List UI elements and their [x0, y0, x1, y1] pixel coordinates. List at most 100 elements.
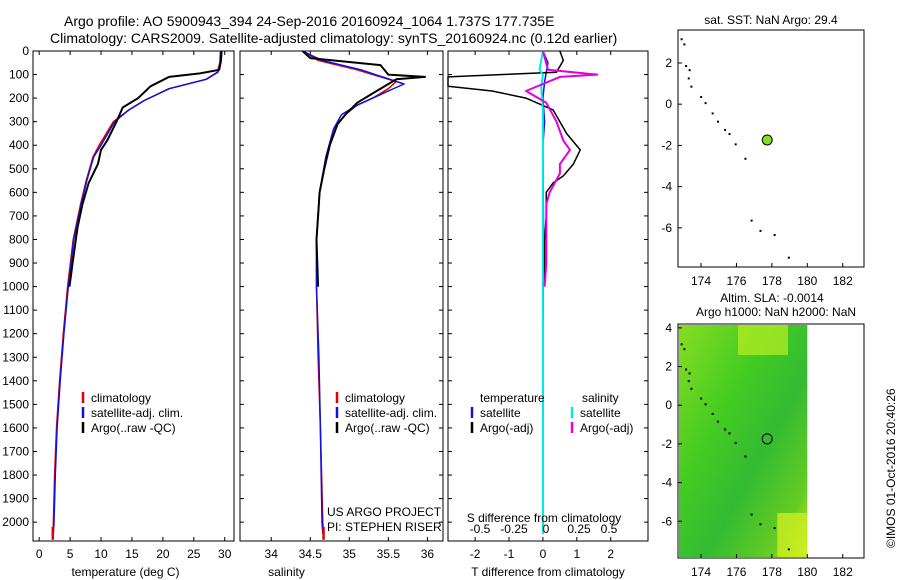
- argo-float-marker: [761, 134, 773, 146]
- sla_map-island: [683, 348, 686, 351]
- sla_map-ytick-label: 0: [665, 398, 672, 412]
- difference-xtick-label: 2: [607, 547, 614, 561]
- sla_map-ytick-label: 2: [665, 360, 672, 374]
- salinity-xlabel: salinity: [268, 565, 305, 579]
- sla_map-island: [773, 527, 776, 530]
- sla_map-ytick-label: -2: [661, 437, 672, 451]
- title-line-2: Climatology: CARS2009. Satellite-adjuste…: [50, 30, 618, 46]
- depth-tick-label: 700: [9, 209, 29, 223]
- depth-tick-label: 100: [9, 68, 29, 82]
- sst_map-island: [683, 43, 686, 46]
- s-diff-tick-label: -0.5: [470, 522, 491, 536]
- sla_map-xtick-label: 176: [726, 565, 746, 579]
- project-annotation: PI: STEPHEN RISER: [327, 520, 442, 534]
- sla_map-island: [716, 420, 719, 423]
- project-annotation: US ARGO PROJECT: [327, 505, 442, 519]
- salinity-series-satellite-adj-clim-: [302, 50, 405, 534]
- sst_map-island: [690, 85, 693, 88]
- sst_map-island: [685, 65, 688, 68]
- sla-map-title-2: Argo h1000: NaN h2000: NaN: [696, 305, 856, 319]
- sla-field-patch: [738, 325, 788, 355]
- depth-tick-label: 1300: [2, 350, 29, 364]
- sst_map-xtick-label: 182: [833, 274, 853, 288]
- salinity-frame: [239, 50, 444, 542]
- s-diff-tick-label: -0.25: [500, 522, 528, 536]
- sst-map-title: sat. SST: NaN Argo: 29.4: [704, 13, 838, 27]
- depth-tick-label: 200: [9, 91, 29, 105]
- argo-float-marker: [761, 433, 773, 445]
- depth-tick-label: 300: [9, 115, 29, 129]
- sst_map-island: [687, 77, 690, 80]
- salinity-legend-label: climatology: [345, 391, 405, 405]
- temperature-frame: [32, 50, 235, 542]
- sla_map-island: [680, 343, 683, 346]
- title-line-1: Argo profile: AO 5900943_394 24-Sep-2016…: [64, 13, 555, 29]
- sla_map-xtick-label: 174: [691, 565, 711, 579]
- salinity-legend-label: satellite-adj. clim.: [345, 406, 437, 420]
- sla-map-title-1: Altim. SLA: -0.0014: [720, 291, 824, 305]
- sst_map-xtick-label: 176: [726, 274, 746, 288]
- temperature-xtick-label: 20: [156, 547, 170, 561]
- sst_map-island: [724, 128, 727, 131]
- temperature-series-argo-raw-qc-: [68, 50, 223, 287]
- sla_map-island: [690, 387, 693, 390]
- depth-tick-label: 900: [9, 256, 29, 270]
- sla_map-xtick-label: 180: [797, 565, 817, 579]
- t-legend-label: satellite: [480, 406, 521, 420]
- sst_map-ytick-label: -2: [661, 138, 672, 152]
- depth-tick-label: 1900: [2, 492, 29, 506]
- sla_map-ytick-label: -4: [661, 476, 672, 490]
- sst_map-ytick-label: -6: [661, 221, 672, 235]
- sla_map-island: [750, 513, 753, 516]
- sst_map-island: [744, 157, 747, 160]
- sst_map-island: [759, 229, 762, 232]
- temperature-profile-plot: 0 5 10 15 20 25 300100200300400500600700800900…: [2, 44, 235, 579]
- difference-xtick-label: -1: [504, 547, 515, 561]
- sla_map-island: [759, 523, 762, 526]
- s-legend-header: salinity: [582, 391, 619, 405]
- depth-tick-label: 1000: [2, 280, 29, 294]
- difference-xlabel: T difference from climatology: [471, 565, 625, 579]
- temperature-xtick-label: 25: [187, 547, 201, 561]
- temperature-xtick-label: 10: [94, 547, 108, 561]
- sst_map-frame: [677, 29, 865, 268]
- salinity-legend-label: Argo(..raw -QC): [345, 421, 430, 435]
- sst_map-island: [750, 219, 753, 222]
- sst_map-island: [680, 38, 683, 41]
- sla_map-island: [744, 455, 747, 458]
- sla_map-island: [711, 412, 714, 415]
- salinity-xtick-label: 36: [421, 547, 435, 561]
- salinity-xtick-label: 34: [265, 547, 279, 561]
- difference-series-t-argo-adj-: [447, 50, 581, 287]
- t-legend-label: Argo(-adj): [480, 421, 533, 435]
- depth-tick-label: 400: [9, 138, 29, 152]
- sla_map-xtick-label: 182: [833, 565, 853, 579]
- depth-tick-label: 0: [22, 44, 29, 58]
- temperature-xtick-label: 0: [36, 547, 43, 561]
- s-legend-label: Argo(-adj): [580, 421, 633, 435]
- s-diff-tick-label: 0: [543, 522, 550, 536]
- depth-tick-label: 1400: [2, 374, 29, 388]
- sla_map-island: [687, 380, 690, 383]
- sla_map-ytick-label: 4: [665, 321, 672, 335]
- sst_map-xtick-label: 178: [762, 274, 782, 288]
- sst_map-ytick-label: -4: [661, 180, 672, 194]
- depth-tick-label: 500: [9, 162, 29, 176]
- depth-tick-label: 1800: [2, 468, 29, 482]
- temperature-xtick-label: 30: [218, 547, 232, 561]
- sst_map-island: [700, 95, 703, 98]
- s-legend-label: satellite: [580, 406, 621, 420]
- difference-xtick-label: -2: [470, 547, 481, 561]
- salinity-profile-plot: 34 34.5 35 35.5 36 salinity climatologysatelli…: [239, 50, 444, 579]
- temperature-xtick-label: 5: [67, 547, 74, 561]
- depth-tick-label: 2000: [2, 515, 29, 529]
- temperature-legend-label: satellite-adj. clim.: [91, 406, 183, 420]
- difference-xtick-label: 0: [540, 547, 547, 561]
- sst_map-xtick-label: 180: [797, 274, 817, 288]
- difference-series-s-satellite: [538, 50, 544, 534]
- t-legend-header: temperature: [480, 391, 545, 405]
- salinity-series-argo-raw-qc-: [301, 50, 426, 287]
- sla_map-island: [685, 368, 688, 371]
- temperature-legend-label: climatology: [91, 391, 151, 405]
